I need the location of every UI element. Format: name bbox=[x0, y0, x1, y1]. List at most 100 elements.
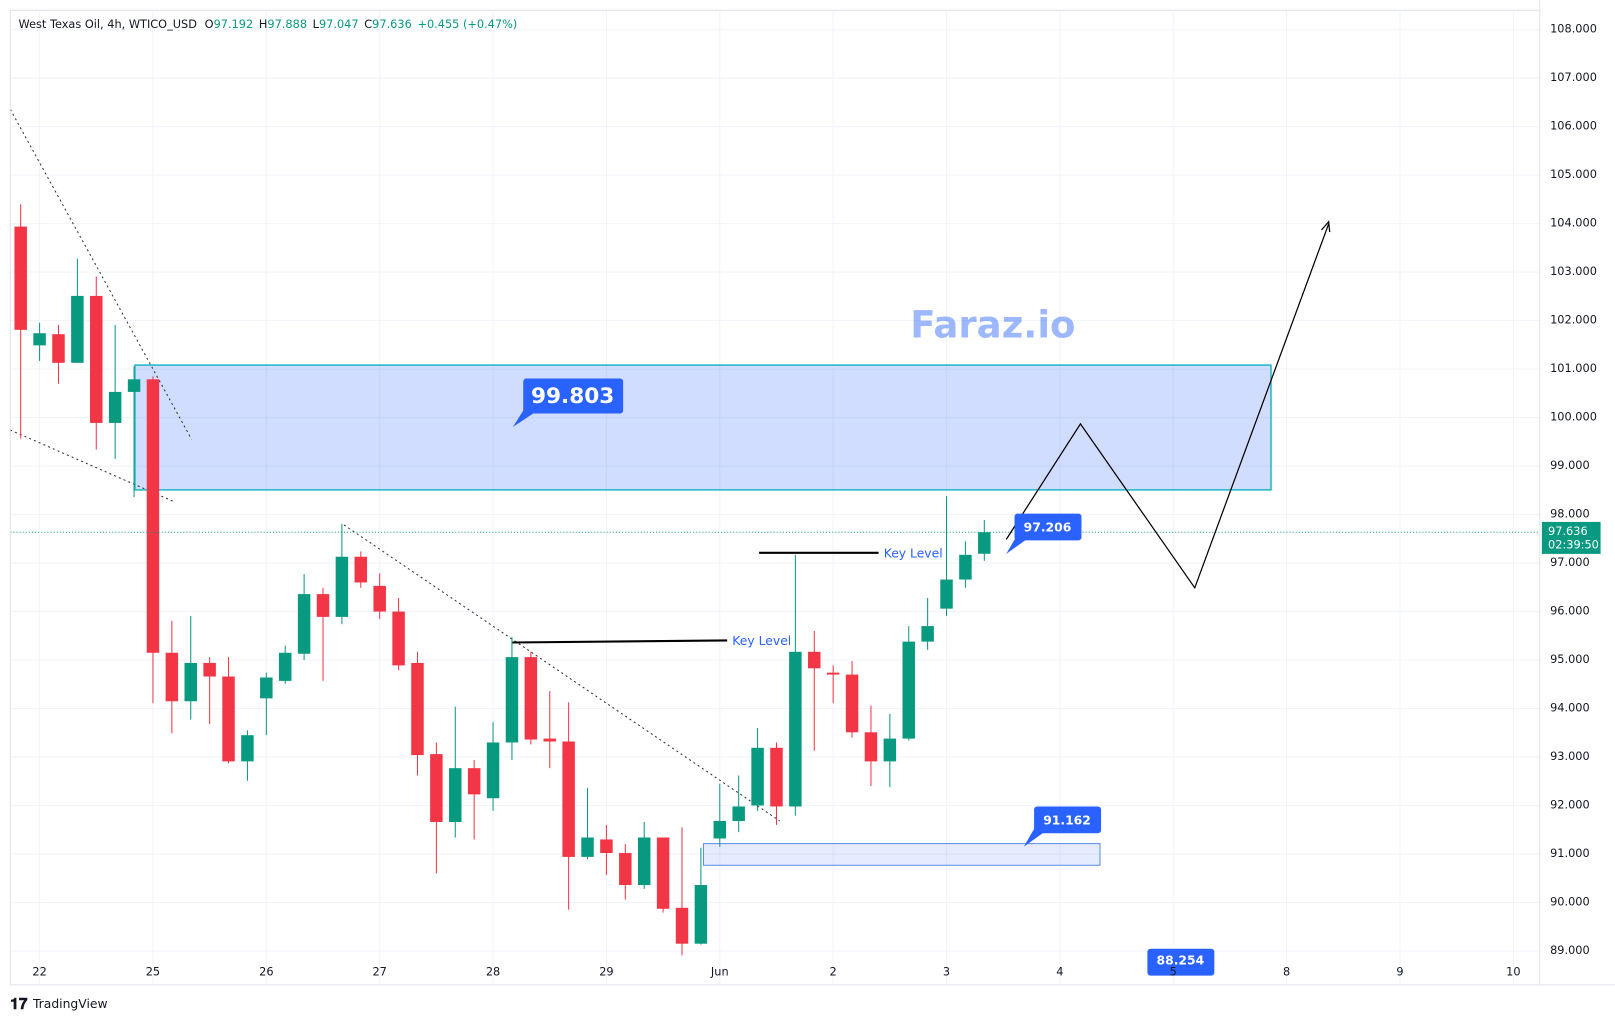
x-tick-label: 28 bbox=[486, 965, 500, 979]
x-tick-label: 25 bbox=[146, 965, 160, 979]
last-price-label: 97.636 bbox=[1548, 524, 1588, 538]
grid bbox=[10, 10, 1540, 985]
y-tick-label: 108.000 bbox=[1550, 22, 1597, 36]
ohlc-value: 97.636 bbox=[372, 17, 412, 31]
candle-body bbox=[619, 853, 632, 886]
key-level-line bbox=[511, 639, 728, 644]
candle-body bbox=[808, 651, 821, 669]
candle-body bbox=[165, 652, 179, 702]
y-tick-label: 101.000 bbox=[1550, 361, 1597, 375]
candle-body bbox=[71, 295, 84, 363]
ohlc-key: L bbox=[313, 17, 320, 31]
candle-body bbox=[959, 554, 972, 580]
trend-line bbox=[10, 429, 174, 502]
x-tick-label: 5 bbox=[1170, 965, 1177, 979]
callout: 99.803 bbox=[512, 378, 624, 427]
projection-path bbox=[1005, 223, 1330, 590]
key-level-label: Key Level bbox=[732, 634, 791, 648]
candle-body bbox=[354, 556, 368, 583]
candle-body bbox=[694, 885, 708, 944]
x-tick-label: 27 bbox=[372, 965, 386, 979]
candle-body bbox=[543, 738, 556, 742]
x-tick-label: 9 bbox=[1396, 965, 1403, 979]
callout-label: 97.206 bbox=[1024, 521, 1072, 535]
candle-body bbox=[562, 741, 575, 857]
y-tick-label: 92.000 bbox=[1550, 797, 1590, 811]
candle-body bbox=[751, 747, 764, 806]
candle-body bbox=[656, 837, 670, 909]
trend-line bbox=[343, 524, 780, 822]
symbol: West Texas Oil, 4h, WTICO_USD bbox=[19, 17, 198, 31]
change-pct: (+0.47%) bbox=[463, 17, 517, 31]
supply-zone bbox=[134, 364, 1272, 491]
candle-body bbox=[14, 226, 27, 330]
candle-body bbox=[921, 626, 934, 642]
y-tick-label: 102.000 bbox=[1550, 313, 1597, 327]
ohlc-value: 97.888 bbox=[267, 17, 307, 31]
y-tick-label: 97.000 bbox=[1550, 555, 1590, 569]
candle-body bbox=[278, 652, 292, 681]
candle-body bbox=[486, 742, 500, 799]
ohlc-key: H bbox=[259, 17, 268, 31]
header: West Texas Oil, 4h, WTICO_USD O97.192 H9… bbox=[19, 17, 518, 31]
y-tick-label: 90.000 bbox=[1550, 894, 1590, 908]
candle-body bbox=[732, 806, 745, 822]
x-tick-label: 10 bbox=[1506, 965, 1520, 979]
candle-body bbox=[883, 738, 897, 762]
y-tick-label: 93.000 bbox=[1550, 749, 1590, 763]
x-tick-label: 3 bbox=[943, 965, 950, 979]
candle-body bbox=[90, 295, 103, 423]
candle-body bbox=[33, 333, 46, 346]
y-tick-label: 91.000 bbox=[1550, 846, 1590, 860]
candle-body bbox=[826, 672, 840, 675]
candle-body bbox=[524, 657, 538, 740]
candle-body bbox=[297, 594, 311, 654]
projection-arrow bbox=[1320, 220, 1331, 233]
x-tick-label: 29 bbox=[599, 965, 613, 979]
y-tick-label: 107.000 bbox=[1550, 70, 1597, 84]
countdown: 02:39:50 bbox=[1548, 538, 1599, 552]
y-tick-label: 104.000 bbox=[1550, 216, 1597, 230]
y-tick-label: 89.000 bbox=[1550, 943, 1590, 957]
candle-body bbox=[978, 532, 991, 554]
callout: 91.162 bbox=[1023, 806, 1102, 847]
callout-label: 91.162 bbox=[1043, 813, 1091, 827]
candle-body bbox=[392, 611, 405, 666]
candle-body bbox=[184, 662, 197, 702]
ohlc-key: O bbox=[205, 17, 214, 31]
candle-body bbox=[222, 676, 235, 762]
candle-body bbox=[108, 391, 122, 423]
y-tick-label: 105.000 bbox=[1550, 167, 1597, 181]
ohlc-value: 97.192 bbox=[214, 17, 254, 31]
y-tick-label: 96.000 bbox=[1550, 604, 1590, 618]
candle-body bbox=[52, 334, 65, 363]
y-tick-label: 95.000 bbox=[1550, 652, 1590, 666]
candle-body bbox=[316, 594, 330, 617]
callout: 97.206 bbox=[1006, 513, 1082, 554]
candle-body bbox=[467, 768, 481, 795]
candle-body bbox=[902, 641, 915, 739]
candle-body bbox=[864, 732, 878, 762]
candle-body bbox=[637, 837, 651, 886]
x-tick-label: 26 bbox=[259, 965, 273, 979]
candle-body bbox=[581, 837, 594, 857]
x-tick-label: 22 bbox=[32, 965, 46, 979]
candle-body bbox=[430, 754, 443, 822]
candle-body bbox=[203, 662, 216, 677]
watermark: Faraz.io bbox=[910, 303, 1075, 346]
callout-label: 88.254 bbox=[1157, 954, 1205, 968]
candle-body bbox=[713, 821, 727, 839]
candle-body bbox=[770, 747, 783, 807]
candle-body bbox=[260, 677, 273, 699]
callout-label: 99.803 bbox=[531, 384, 614, 409]
candles bbox=[10, 204, 1540, 956]
y-tick-label: 106.000 bbox=[1550, 119, 1597, 133]
candle-body bbox=[505, 657, 519, 743]
candle-body bbox=[335, 556, 349, 617]
x-tick-label: 2 bbox=[830, 965, 837, 979]
candle-body bbox=[146, 379, 160, 653]
y-tick-label: 103.000 bbox=[1550, 264, 1597, 278]
demand-zone bbox=[702, 843, 1101, 866]
trend-line bbox=[9, 109, 193, 440]
